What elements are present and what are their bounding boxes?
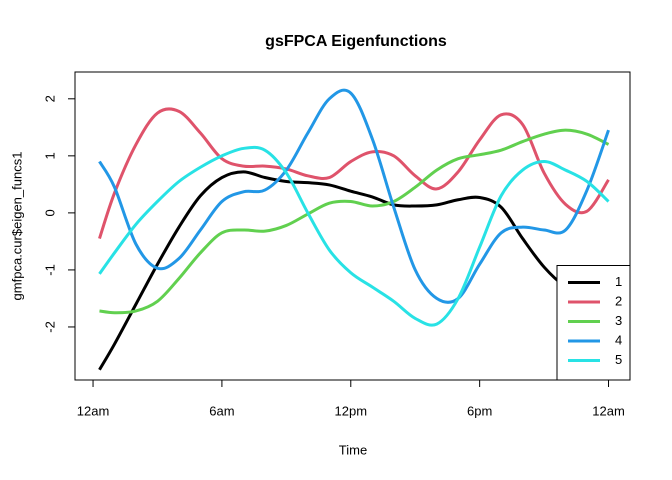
y-tick-label: 2 bbox=[42, 95, 57, 102]
legend-label: 1 bbox=[615, 274, 622, 289]
plot-box bbox=[74, 71, 631, 381]
series-line bbox=[98, 88, 610, 304]
x-tick-label: 12am bbox=[77, 403, 110, 418]
series-line bbox=[98, 170, 610, 371]
y-axis-label: gmfpca.cur$eigen_funcs1 bbox=[9, 152, 24, 301]
legend-label: 5 bbox=[615, 352, 622, 367]
x-tick-label: 12am bbox=[592, 403, 625, 418]
x-tick-label: 6am bbox=[209, 403, 234, 418]
legend-label: 2 bbox=[615, 293, 622, 308]
y-tick-label: -2 bbox=[42, 321, 57, 333]
chart-title: gsFPCA Eigenfunctions bbox=[265, 33, 447, 50]
x-axis-label: Time bbox=[339, 442, 367, 457]
series-line bbox=[98, 145, 610, 327]
legend-label: 3 bbox=[615, 313, 622, 328]
y-tick-label: -1 bbox=[42, 264, 57, 276]
series-line bbox=[98, 107, 610, 240]
series-line bbox=[99, 128, 610, 315]
x-tick-label: 6pm bbox=[467, 403, 492, 418]
x-tick-label: 12pm bbox=[335, 403, 368, 418]
legend-label: 4 bbox=[615, 332, 622, 347]
y-tick-label: 1 bbox=[42, 152, 57, 159]
y-tick-label: 0 bbox=[42, 209, 57, 216]
